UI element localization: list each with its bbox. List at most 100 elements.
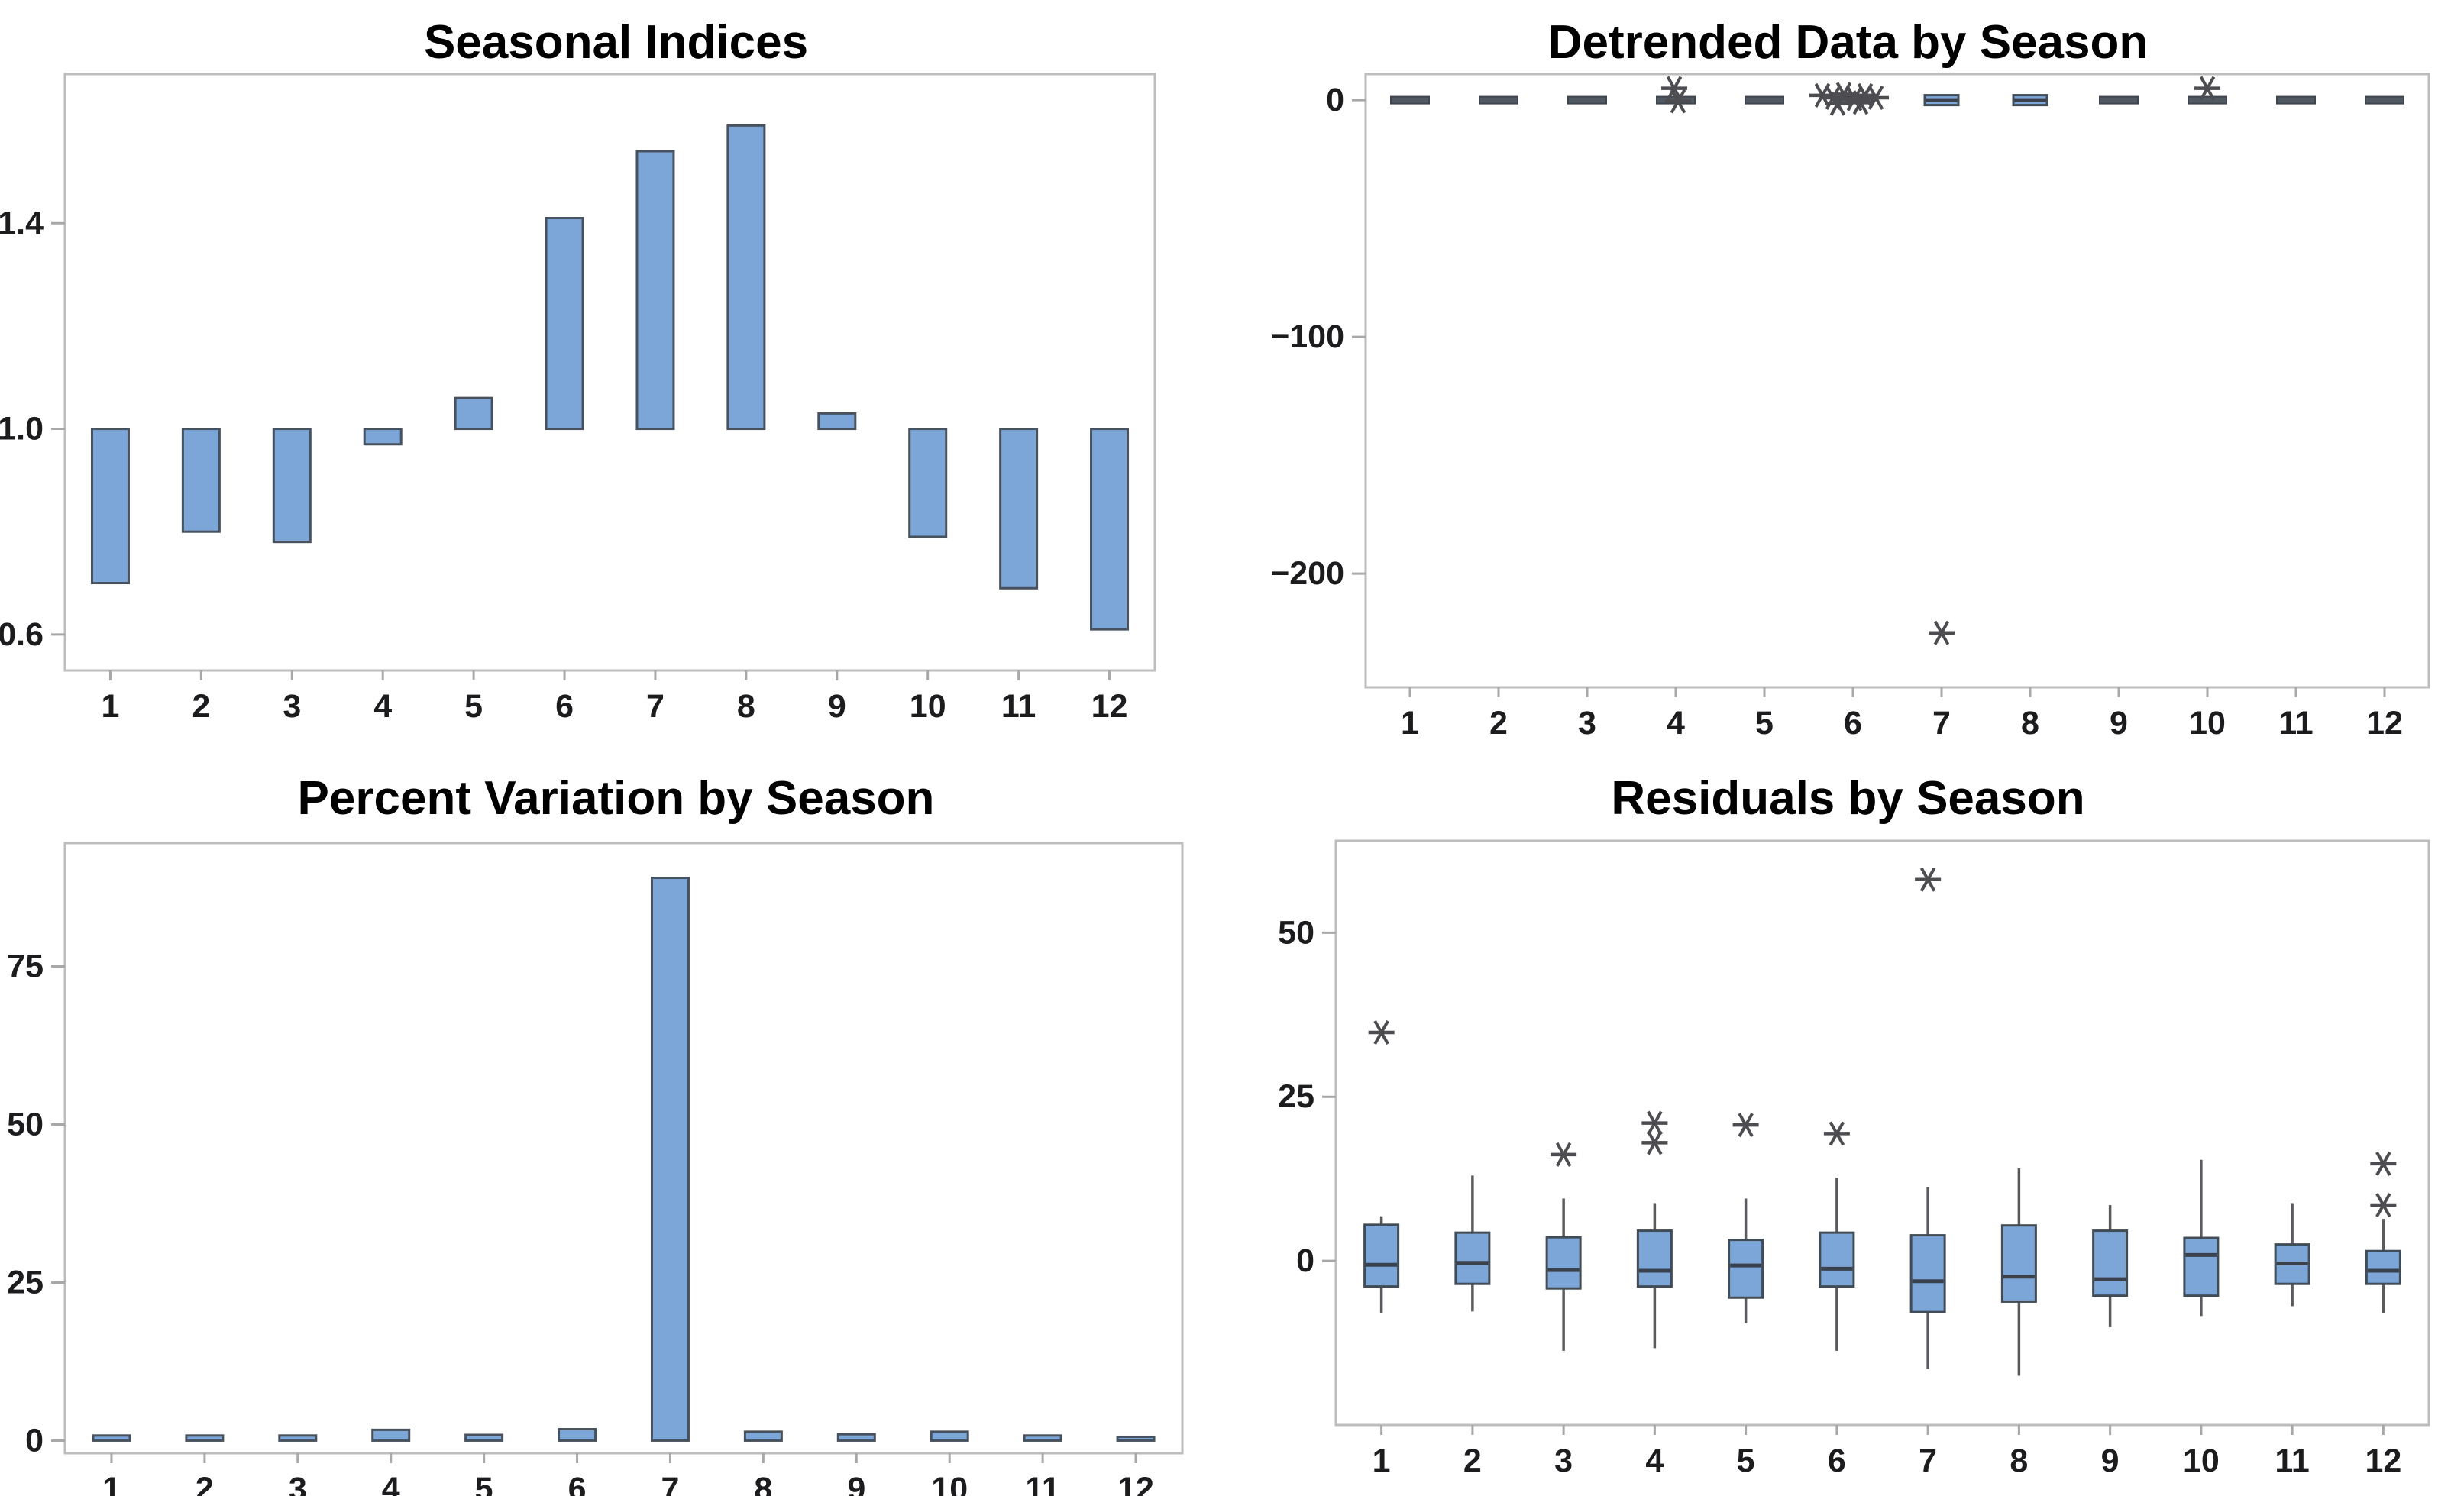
chart-title-percent-variation: Percent Variation by Season (297, 772, 935, 825)
x-tick-label: 11 (2278, 705, 2313, 742)
x-tick-label: 4 (373, 688, 392, 725)
boxplot-season-5 (1745, 95, 1784, 105)
x-tick-label: 5 (1737, 1443, 1755, 1479)
bar-season-3 (272, 428, 312, 544)
asterisk-stroke (1867, 86, 1884, 110)
bar-season-5 (464, 1433, 504, 1442)
boxplot-season-2 (1479, 95, 1518, 105)
box-compressed (1567, 95, 1607, 105)
x-tick-label: 7 (661, 1471, 679, 1496)
box-compressed (1390, 95, 1430, 105)
asterisk-stroke (1829, 1121, 1845, 1146)
chart-canvas-seasonal-indices: 1.41.00.61 2 3 4 5 6 7 8 9 10 11 12 (0, 73, 1156, 725)
asterisk-stroke (1738, 1113, 1754, 1138)
outlier-asterisk (1848, 90, 1874, 115)
bar-season-6 (558, 1428, 597, 1442)
bar-season-2 (181, 428, 221, 533)
x-tick-label: 6 (1828, 1443, 1846, 1479)
asterisk-stroke (2199, 76, 2216, 101)
box-iqr (1909, 1234, 1946, 1313)
boxplot-season-12 (2365, 95, 2404, 105)
x-tick-label: 9 (2101, 1443, 2120, 1479)
bar-season-9 (836, 1433, 876, 1442)
boxplot-season-4 (1636, 1110, 1673, 1349)
bar-season-1 (90, 428, 130, 585)
outlier-asterisk (1551, 1142, 1577, 1167)
bar-season-7 (650, 877, 690, 1442)
boxplot-season-9 (2099, 95, 2139, 105)
x-tick-label: 12 (1091, 688, 1128, 725)
x-tick-label: 3 (283, 688, 301, 725)
box-compressed (2365, 95, 2404, 105)
outlier-asterisk (1641, 1130, 1668, 1155)
panel-percent-variation: Percent Variation by Season 75 50 25 0 1 2 3 4 5… (0, 748, 1232, 1496)
outlier-asterisk (1825, 91, 1851, 116)
boxplot-season-8 (2012, 94, 2048, 107)
chart-title-detrended-data: Detrended Data by Season (1547, 16, 2149, 69)
x-tick-label: 6 (555, 688, 574, 725)
asterisk-stroke (1647, 1130, 1663, 1155)
bar-season-5 (454, 396, 493, 431)
x-tick-label: 5 (475, 1471, 493, 1496)
panel-detrended-data: Detrended Data by Season 0 −100 −200 1 2 3 4 5 6… (1232, 0, 2464, 748)
x-tick-label: 9 (847, 1471, 865, 1496)
outlier-asterisk (1661, 76, 1687, 101)
x-tick-label: 4 (1645, 1443, 1664, 1479)
asterisk-stroke (1373, 1020, 1389, 1045)
x-tick-label: 1 (101, 688, 119, 725)
asterisk-stroke (2375, 1193, 2391, 1218)
boxplot-season-4 (1656, 76, 1696, 114)
x-tick-label: 3 (1578, 705, 1596, 742)
x-tick-label: 12 (2365, 1443, 2401, 1479)
bar-season-11 (999, 428, 1039, 590)
bar-season-2 (185, 1434, 225, 1442)
bar-season-1 (92, 1434, 131, 1442)
box-iqr (2000, 1224, 2037, 1303)
x-tick-label: 3 (289, 1471, 307, 1496)
boxplot-season-7 (1923, 94, 1960, 645)
outlier-asterisk (1929, 620, 1955, 645)
box-compressed (2276, 95, 2316, 105)
x-tick-label: 1 (1373, 1443, 1391, 1479)
x-tick-label: 1 (1401, 705, 1419, 742)
x-tick-label: 7 (1932, 705, 1951, 742)
bar-season-8 (726, 124, 766, 431)
box-iqr (1728, 1239, 1764, 1299)
bar-season-9 (817, 412, 857, 431)
x-tick-label: 6 (1844, 705, 1862, 742)
boxplot-season-7 (1909, 867, 1946, 1369)
boxplot-season-11 (2276, 95, 2316, 105)
boxplot-season-1 (1390, 95, 1430, 105)
outlier-asterisk (1915, 867, 1942, 892)
bar-season-7 (635, 150, 675, 431)
y-tick-label: 25 (7, 1264, 44, 1301)
x-tick-label: 6 (568, 1471, 587, 1496)
boxplot-season-3 (1545, 1142, 1582, 1351)
plot-area-border (63, 73, 1156, 672)
y-tick-label: 75 (7, 948, 44, 984)
x-tick-label: 10 (2189, 705, 2226, 742)
box-compressed (2188, 95, 2227, 105)
y-tick-label: 0 (1326, 82, 1344, 118)
x-tick-label: 2 (1463, 1443, 1482, 1479)
x-tick-label: 2 (192, 688, 210, 725)
x-tick-label: 10 (931, 1471, 968, 1496)
outlier-asterisk (1641, 1110, 1668, 1136)
outlier-asterisk (2370, 1151, 2397, 1176)
outlier-asterisk (1823, 1121, 1850, 1146)
x-tick-label: 9 (2110, 705, 2128, 742)
bar-season-4 (363, 428, 403, 446)
boxplot-season-12 (2365, 1151, 2401, 1313)
x-tick-label: 2 (1489, 705, 1508, 742)
x-tick-label: 3 (1554, 1443, 1573, 1479)
bar-season-8 (743, 1430, 783, 1442)
x-tick-label: 11 (2275, 1443, 2309, 1479)
plot-area-border (1334, 839, 2430, 1427)
boxplot-season-5 (1728, 1113, 1764, 1323)
x-tick-label: 9 (828, 688, 846, 725)
y-tick-label: 1.0 (0, 411, 44, 448)
plot-area-border (63, 842, 1184, 1455)
x-tick-label: 2 (196, 1471, 214, 1496)
